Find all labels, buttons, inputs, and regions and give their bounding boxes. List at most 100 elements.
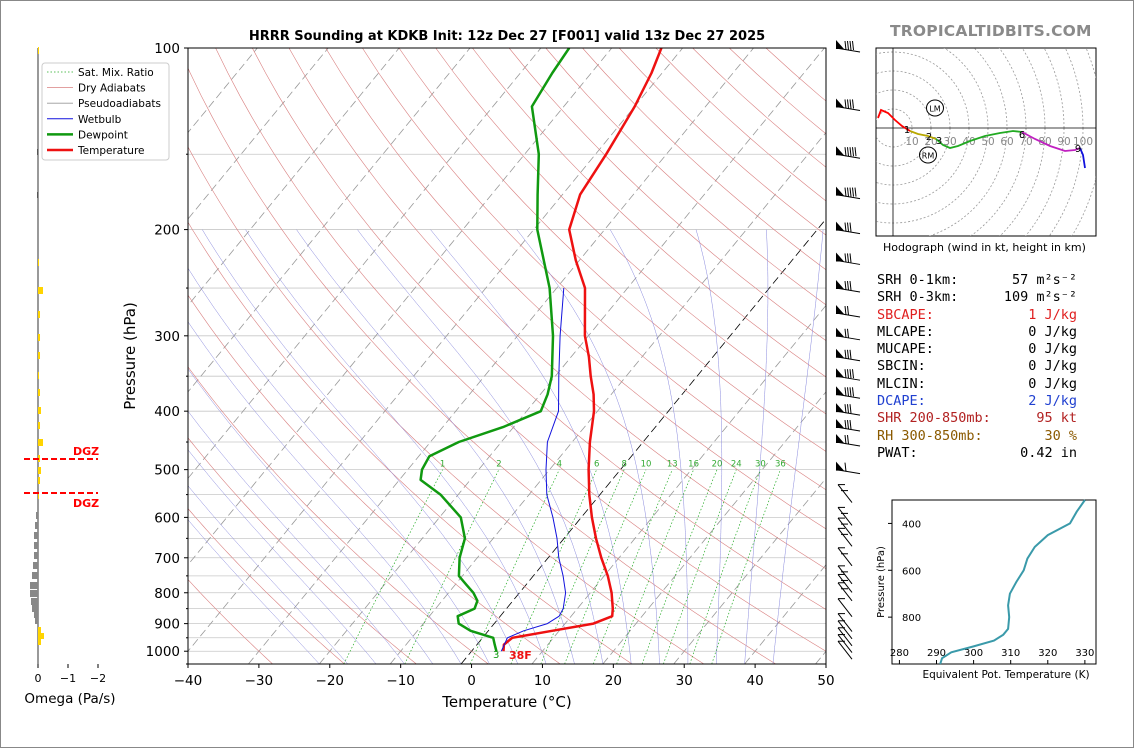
barb-feather [844,349,847,359]
dry-adiabat-line [188,579,273,664]
wind-barb [835,327,861,341]
stat-row: SBCAPE: 1 J/kg [877,307,1077,324]
mixing-ratio-line [469,469,560,664]
barb-flag [836,98,844,108]
theta-e-ticks: 280 290 300 310 320 330 400 600 800 [888,519,1094,664]
barb-shaft [837,517,853,537]
omega-bar [38,389,40,396]
wind-barb [835,252,861,265]
left-mover-marker [926,99,944,117]
x-tick-label: 50 [817,673,834,689]
isotherm-line [460,218,826,664]
barb-feather [849,40,852,51]
theta-e-x-tick-label: 310 [1001,648,1020,659]
isotherm-line [188,48,329,220]
series-wetbulb-line [500,287,567,652]
barb-flag [836,403,844,413]
wind-barb [837,634,853,653]
stat-value: 109 m²s⁻² [1003,289,1077,306]
barb-flag [836,348,844,358]
wind-barb [837,517,853,537]
omega-bar [38,311,40,318]
stat-label: SHR 200-850mb: [877,410,991,427]
barb-flag [836,252,844,262]
wind-barb [837,506,853,526]
barb-shaft [837,574,853,593]
dry-adiabat-line [188,294,561,664]
barb-feather [852,147,854,157]
legend-entry: Dewpoint [78,129,128,141]
legend-entry: Pseudoadiabats [78,98,161,110]
y-tick-label: 500 [154,463,180,479]
theta-e-y-tick-label: 600 [902,566,921,577]
omega-bar [38,334,40,341]
omega-bar [35,522,38,529]
mixing-ratio-line [689,469,761,664]
barb-feather [849,349,852,359]
dgz-bottom-label: DGZ [73,497,99,510]
x-tick-label: 10 [534,673,551,689]
isotherm-line [602,391,826,664]
barb-feather [849,387,852,397]
hodograph-ring-label: 100 [1073,136,1093,148]
barb-flag [836,280,844,290]
omega-bar [38,467,41,474]
mixing-ratio-line [641,469,718,664]
barb-feather [849,420,852,430]
omega-tick-label: −1 [60,672,76,685]
stat-row: SRH 0-1km: 57 m²s⁻² [877,272,1077,289]
pseudoadiabat-line [188,410,405,664]
skew-t-series [419,48,663,652]
dry-adiabat-line [435,48,826,415]
barb-feather [847,99,849,109]
barb-shaft [837,582,853,602]
left-mover-label: LM [929,105,940,114]
theta-e-x-tick-label: 300 [964,648,983,659]
wind-barb [835,368,861,381]
y-tick-label: 600 [154,510,180,526]
y-tick-label: 700 [154,551,180,567]
mixing-ratio-label: 16 [688,460,699,470]
barb-flag [836,368,844,378]
omega-bar [36,512,38,519]
wind-barb [835,386,861,399]
mixing-ratio-label: 24 [731,460,742,470]
mixing-ratio-line [592,469,673,664]
isotherm-line [188,48,471,393]
wind-barbs [834,40,861,664]
barb-flag [836,146,844,156]
barb-feather [844,420,847,430]
legend-entry: Wetbulb [78,114,122,126]
dry-adiabat-line [188,437,417,664]
x-tick-label: 40 [747,673,764,689]
stat-value: 2 J/kg [1028,393,1077,410]
omega-bar [30,582,38,589]
theta-e-x-tick-label: 280 [890,648,909,659]
stat-label: SRH 0-3km: [877,289,959,306]
omega-bar [38,633,44,639]
dry-adiabat-line [508,48,826,342]
barb-feather [849,253,852,263]
omega-bars [30,47,44,645]
wind-barb [835,403,861,416]
hodograph-segment [935,130,1023,149]
barb-feather [844,147,847,157]
omega-bar [37,149,38,155]
pseudoadiabat-line [245,229,547,664]
stat-value: 30 % [1044,427,1077,444]
dry-adiabat-line [362,48,826,491]
mixing-ratio-labels: 1 2 4 6 8 10 13 16 20 24 30 36 [440,460,786,470]
barb-feather [844,404,847,414]
stat-row: DCAPE: 2 J/kg [877,393,1077,410]
hodograph-segment [877,108,911,132]
surface-temp-label: 38F [509,649,532,662]
mixing-ratio-label: 36 [775,460,786,470]
omega-bar [38,422,40,429]
barb-feather [849,404,852,414]
barb-feather [847,222,849,232]
omega-bar [32,605,38,612]
y-axis-label: Pressure (hPa) [121,302,139,410]
stat-row: SHR 200-850mb: 95 kt [877,410,1077,427]
wind-barb [835,98,861,111]
stat-value: 1 J/kg [1028,306,1077,323]
